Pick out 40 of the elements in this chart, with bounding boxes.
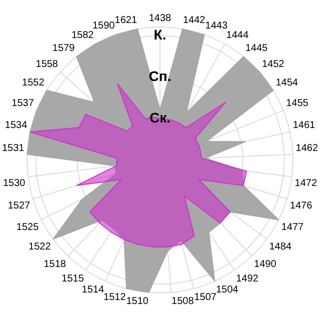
spoke-label: 1444 [226, 30, 249, 42]
spoke-label: 1504 [216, 284, 239, 296]
spoke-label: 1621 [114, 14, 138, 26]
spoke-label: 1492 [236, 273, 259, 284]
spoke-label: 1443 [205, 20, 228, 32]
spoke-label: 1484 [269, 242, 292, 253]
spoke-label: 1582 [71, 30, 94, 42]
spoke-label: 1461 [292, 120, 316, 132]
spoke-label: 1438 [148, 12, 172, 24]
spoke-label: 1477 [281, 222, 304, 233]
spoke-label: 1527 [8, 200, 31, 212]
spoke-label: 1508 [172, 296, 194, 308]
spoke-label: 1579 [52, 43, 76, 54]
spoke-label: 1518 [44, 258, 66, 270]
spoke-label: 1590 [92, 20, 116, 32]
spoke-label: 1476 [290, 200, 313, 212]
spoke-label: 1510 [126, 296, 149, 308]
spoke-label: 1507 [194, 292, 217, 304]
spoke-label: 1558 [36, 58, 58, 70]
spoke-label: 1530 [2, 178, 26, 190]
spoke-label: 1442 [182, 14, 206, 26]
spoke-label: 1537 [12, 98, 34, 110]
spoke-label: 1522 [28, 242, 52, 253]
spoke-label: 1512 [104, 292, 126, 304]
spoke-label: 1515 [62, 273, 84, 284]
y-tick-label: Сп. [148, 68, 172, 84]
spoke-label: 1525 [16, 222, 40, 233]
spoke-label: 1490 [254, 258, 277, 270]
spoke-label: 1462 [296, 142, 318, 154]
spoke-label: 1472 [294, 178, 318, 190]
spoke-label: 1514 [82, 284, 104, 296]
y-tick-label: К. [154, 26, 166, 42]
spoke-label: 1531 [2, 142, 25, 154]
spoke-label: 1445 [245, 43, 268, 54]
spoke-label: 1534 [4, 120, 28, 132]
spoke-label: 1454 [276, 78, 298, 89]
spoke-label: 1552 [22, 78, 45, 89]
spoke-label: 1452 [262, 58, 285, 70]
spoke-label: 1455 [286, 98, 309, 110]
y-tick-label: Ск. [149, 109, 171, 126]
